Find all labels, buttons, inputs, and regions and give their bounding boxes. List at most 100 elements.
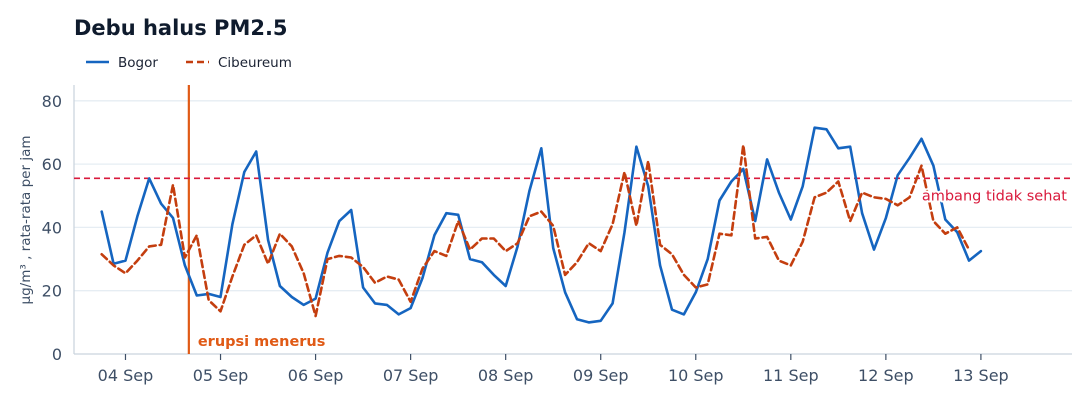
data-point-cibeureum-39 (564, 274, 566, 276)
data-point-cibeureum-48 (671, 253, 673, 255)
data-point-bogor-32 (481, 261, 483, 263)
data-point-cibeureum-8 (196, 234, 198, 236)
eruption-label: erupsi menerus (198, 334, 326, 350)
y-tick-label-80: 80 (42, 92, 62, 111)
data-point-bogor-61 (825, 128, 827, 130)
data-point-bogor-69 (920, 138, 922, 140)
data-point-cibeureum-6 (172, 184, 174, 186)
chart-title: Debu halus PM2.5 (74, 16, 288, 40)
data-point-cibeureum-40 (576, 261, 578, 263)
data-point-bogor-31 (469, 258, 471, 260)
data-point-cibeureum-23 (374, 282, 376, 284)
data-point-cibeureum-25 (398, 278, 400, 280)
data-point-bogor-34 (505, 285, 507, 287)
data-point-cibeureum-20 (338, 255, 340, 257)
data-point-cibeureum-70 (932, 220, 934, 222)
data-point-cibeureum-30 (457, 220, 459, 222)
data-point-cibeureum-54 (742, 144, 744, 146)
data-point-cibeureum-14 (267, 263, 269, 265)
data-point-bogor-47 (659, 264, 661, 266)
data-point-bogor-65 (873, 248, 875, 250)
data-point-cibeureum-11 (231, 275, 233, 277)
data-point-bogor-27 (421, 277, 423, 279)
data-point-cibeureum-68 (908, 196, 910, 198)
data-point-cibeureum-41 (588, 242, 590, 244)
data-point-bogor-16 (291, 296, 293, 298)
data-point-bogor-26 (409, 307, 411, 309)
data-point-bogor-64 (861, 212, 863, 214)
data-point-bogor-8 (196, 294, 198, 296)
y-tick-label-40: 40 (42, 218, 62, 237)
data-point-cibeureum-72 (956, 226, 958, 228)
data-point-cibeureum-29 (445, 255, 447, 257)
data-point-cibeureum-5 (160, 244, 162, 246)
data-point-cibeureum-50 (695, 286, 697, 288)
data-point-cibeureum-27 (421, 267, 423, 269)
data-point-cibeureum-45 (635, 225, 637, 227)
data-point-bogor-37 (540, 147, 542, 149)
data-point-bogor-35 (516, 245, 518, 247)
annotation-labels: erupsi menerus ambang tidak sehat (198, 186, 1069, 350)
data-point-cibeureum-31 (469, 248, 471, 250)
x-tick-label-2: 06 Sep (288, 366, 344, 385)
data-point-cibeureum-7 (184, 256, 186, 258)
legend-label-bogor: Bogor (118, 55, 158, 71)
data-point-bogor-63 (849, 146, 851, 148)
data-point-bogor-54 (742, 168, 744, 170)
data-point-bogor-3 (136, 215, 138, 217)
data-point-bogor-55 (754, 220, 756, 222)
data-point-bogor-0 (101, 210, 103, 212)
data-point-bogor-2 (124, 259, 126, 261)
x-tick-label-0: 04 Sep (98, 366, 154, 385)
data-point-bogor-33 (493, 274, 495, 276)
x-tick-label-4: 08 Sep (478, 366, 534, 385)
data-point-cibeureum-37 (540, 210, 542, 212)
data-point-cibeureum-59 (802, 241, 804, 243)
data-point-cibeureum-55 (754, 237, 756, 239)
data-point-bogor-40 (576, 318, 578, 320)
data-point-cibeureum-66 (885, 198, 887, 200)
y-tick-label-20: 20 (42, 282, 62, 301)
data-point-bogor-59 (802, 185, 804, 187)
data-point-cibeureum-33 (493, 237, 495, 239)
data-point-bogor-38 (552, 247, 554, 249)
data-point-cibeureum-65 (873, 196, 875, 198)
annotations (74, 85, 1072, 354)
data-point-bogor-49 (683, 313, 685, 315)
data-point-bogor-48 (671, 309, 673, 311)
data-point-bogor-44 (623, 231, 625, 233)
data-point-bogor-22 (362, 286, 364, 288)
data-point-cibeureum-36 (528, 215, 530, 217)
data-point-bogor-57 (778, 191, 780, 193)
data-point-bogor-52 (718, 199, 720, 201)
data-point-bogor-71 (944, 218, 946, 220)
y-tick-label-0: 0 (52, 345, 62, 364)
threshold-label: ambang tidak sehat (922, 188, 1067, 204)
x-tick-label-9: 13 Sep (953, 366, 1009, 385)
data-point-cibeureum-0 (101, 253, 103, 255)
y-tick-label-60: 60 (42, 155, 62, 174)
data-point-bogor-12 (243, 171, 245, 173)
data-point-cibeureum-28 (433, 250, 435, 252)
data-point-bogor-74 (980, 250, 982, 252)
x-tick-label-7: 11 Sep (763, 366, 819, 385)
data-point-bogor-53 (730, 180, 732, 182)
data-point-cibeureum-24 (386, 275, 388, 277)
data-point-bogor-15 (279, 285, 281, 287)
data-point-cibeureum-19 (326, 258, 328, 260)
legend-label-cibeureum: Cibeureum (218, 55, 292, 71)
y-axis-label: µg/m³ , rata-rata per jam (18, 136, 34, 305)
series-line-cibeureum (100, 143, 971, 318)
data-point-cibeureum-15 (279, 233, 281, 235)
data-point-cibeureum-22 (362, 266, 364, 268)
data-point-cibeureum-3 (136, 259, 138, 261)
data-point-bogor-7 (184, 264, 186, 266)
x-tick-label-3: 07 Sep (383, 366, 439, 385)
data-point-cibeureum-13 (255, 234, 257, 236)
data-point-bogor-51 (707, 258, 709, 260)
data-point-bogor-30 (457, 214, 459, 216)
data-point-cibeureum-52 (718, 233, 720, 235)
data-point-cibeureum-16 (291, 245, 293, 247)
data-point-cibeureum-57 (778, 259, 780, 261)
data-point-bogor-10 (219, 296, 221, 298)
